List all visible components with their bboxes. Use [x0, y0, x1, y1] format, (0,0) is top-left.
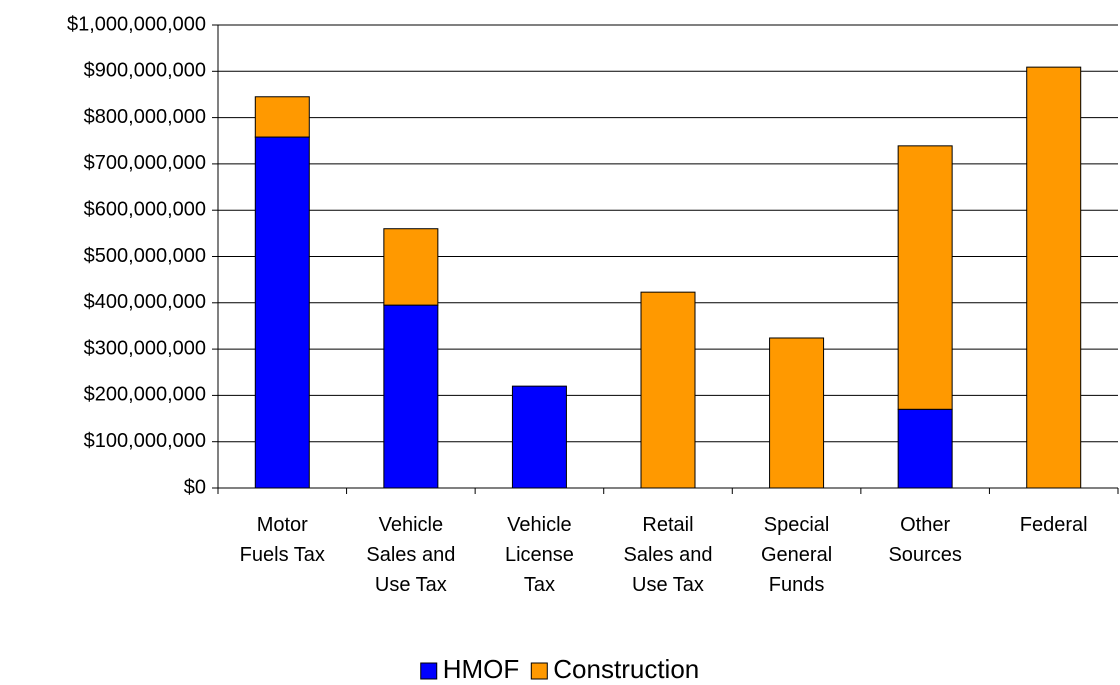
- x-tick-label: Retail Sales and Use Tax: [623, 514, 713, 596]
- bar-segment: [897, 145, 953, 410]
- x-tick-label: Federal: [1019, 514, 1088, 536]
- y-tick-label: $600,000,000: [84, 198, 206, 220]
- bar-segment: [640, 291, 696, 489]
- bar-segment: [383, 228, 439, 306]
- bar-segment: [511, 385, 567, 489]
- bar-segment: [383, 304, 439, 489]
- y-tick-label: $900,000,000: [84, 60, 206, 82]
- y-tick-label: $800,000,000: [84, 106, 206, 128]
- x-tick-label: Other Sources: [888, 514, 962, 566]
- y-tick-label: $700,000,000: [84, 152, 206, 174]
- bar-segment: [1026, 66, 1082, 489]
- bar-segment: [769, 337, 825, 489]
- bar-segment: [254, 96, 310, 138]
- x-tick-label: Motor Fuels Tax: [239, 514, 325, 566]
- legend-label: Construction: [553, 654, 699, 684]
- legend-swatch: [420, 662, 438, 680]
- bar-segment: [254, 136, 310, 489]
- y-tick-label: $200,000,000: [84, 384, 206, 406]
- y-tick-label: $300,000,000: [84, 337, 206, 359]
- y-tick-label: $0: [184, 476, 206, 498]
- bar-segment: [897, 408, 953, 489]
- x-tick-label: Vehicle Sales and Use Tax: [366, 514, 456, 596]
- y-tick-label: $100,000,000: [84, 430, 206, 452]
- y-tick-label: $400,000,000: [84, 291, 206, 313]
- legend-label: HMOF: [443, 654, 520, 684]
- x-tick-label: Special General Funds: [760, 514, 833, 596]
- y-tick-label: $500,000,000: [84, 245, 206, 267]
- x-tick-label: Vehicle License Tax: [504, 514, 574, 596]
- y-tick-label: $1,000,000,000: [67, 13, 206, 35]
- legend-swatch: [530, 662, 548, 680]
